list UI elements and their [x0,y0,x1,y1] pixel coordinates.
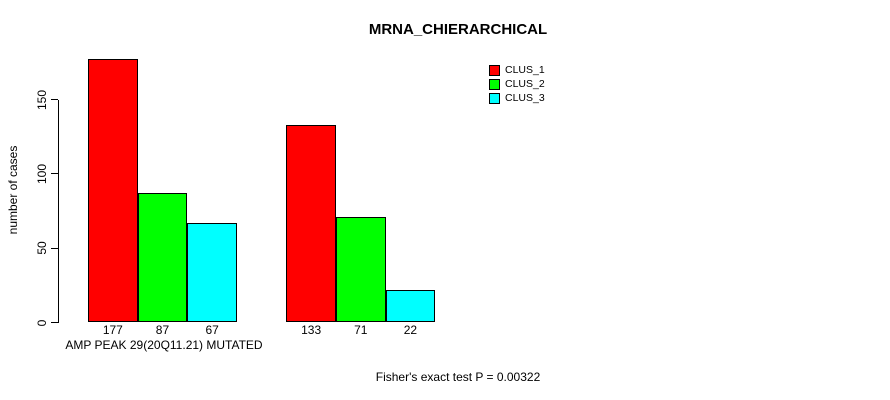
y-axis-label: number of cases [6,145,20,235]
y-axis-tick-label: 150 [35,89,49,110]
bar-value-label: 177 [102,323,123,337]
legend: CLUS_1 CLUS_2 CLUS_3 [489,63,545,105]
bar-clus_3-group1 [187,222,237,323]
y-axis-tick [51,99,58,100]
legend-label: CLUS_3 [505,91,545,104]
legend-swatch-clus_3 [489,92,500,104]
stats-annotation: Fisher's exact test P = 0.00322 [375,370,541,384]
bar-clus_1-group1 [88,59,138,323]
bar-value-label: 133 [301,323,322,337]
bar-clus_1-group2 [286,124,336,323]
bar-clus_2-group1 [137,193,188,323]
y-axis-tick-label: 50 [35,241,49,255]
y-axis-tick [51,247,58,249]
y-axis-tick-label: 100 [35,163,49,184]
legend-swatch-clus_2 [489,78,500,90]
bar-clus_3-group2 [385,289,436,323]
y-axis-tick-label: 0 [35,319,49,326]
bar-value-label: 87 [155,323,170,337]
legend-item-clus_2: CLUS_2 [489,77,545,91]
legend-label: CLUS_1 [505,63,545,76]
bar-value-label: 67 [205,323,219,337]
bar-value-label: 71 [354,323,368,337]
legend-item-clus_3: CLUS_3 [489,91,545,105]
legend-swatch-clus_1 [489,64,500,76]
legend-item-clus_1: CLUS_1 [489,63,545,77]
x-axis-label: AMP PEAK 29(20Q11.21) MUTATED [65,338,263,352]
chart-title: MRNA_CHIERARCHICAL [368,21,548,38]
bar-value-label: 22 [403,323,418,337]
legend-label: CLUS_2 [505,77,545,90]
y-axis-line [58,99,59,323]
y-axis-tick [51,322,58,323]
bar-clus_2-group2 [335,216,386,323]
y-axis-tick [51,173,58,175]
